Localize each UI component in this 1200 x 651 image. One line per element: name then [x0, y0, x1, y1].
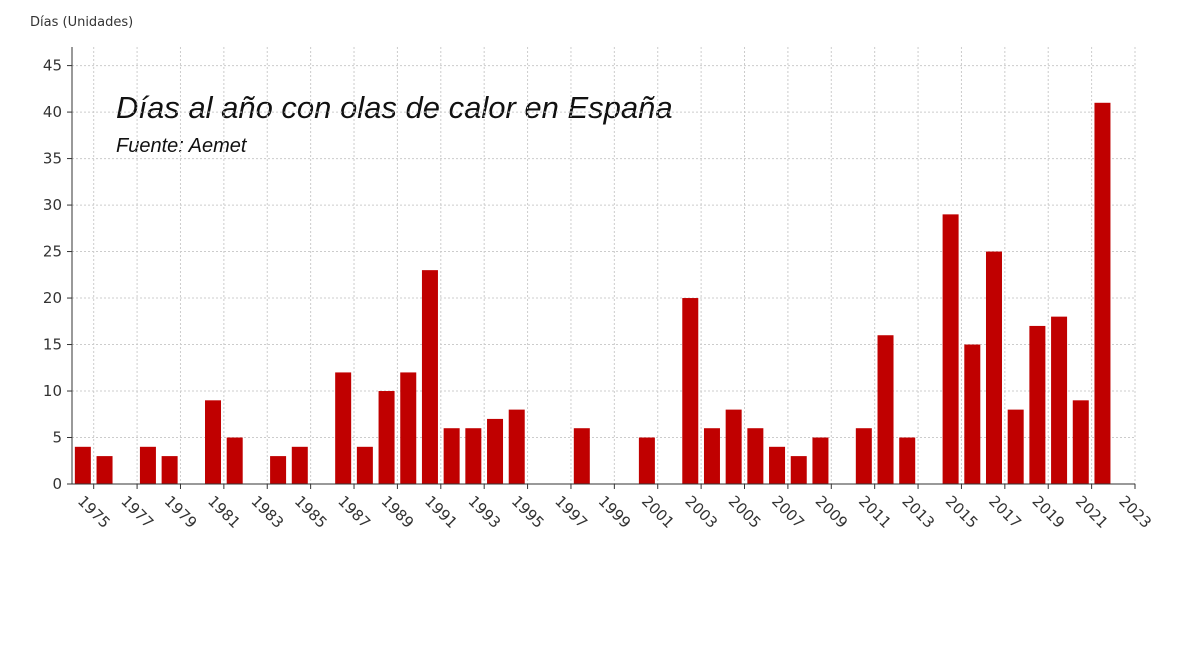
x-tick-label: 2003 — [681, 492, 721, 532]
x-tick-label: 1977 — [117, 492, 157, 532]
x-tick-label: 2007 — [768, 492, 808, 532]
y-tick-label: 45 — [43, 57, 62, 75]
bar — [1007, 409, 1024, 484]
y-tick-label: 20 — [43, 289, 62, 307]
x-tick-label: 2005 — [725, 492, 765, 532]
bar — [226, 437, 243, 484]
bar — [508, 409, 525, 484]
y-tick-label: 10 — [43, 382, 62, 400]
x-tick-label: 2021 — [1072, 492, 1112, 532]
bar — [96, 456, 113, 484]
y-tick-label: 15 — [43, 336, 62, 354]
x-tick-label: 1989 — [378, 492, 418, 532]
bar — [421, 270, 438, 484]
bar — [638, 437, 655, 484]
x-tick-label: 1993 — [465, 492, 505, 532]
bar — [356, 446, 373, 484]
x-tick-label: 2009 — [812, 492, 852, 532]
y-tick-label: 30 — [43, 196, 62, 214]
bar — [270, 456, 287, 484]
bar — [465, 428, 482, 484]
bar — [1029, 325, 1046, 484]
bar — [139, 446, 156, 484]
y-tick-label: 0 — [52, 475, 62, 493]
y-tick-label: 25 — [43, 243, 62, 261]
bar — [769, 446, 786, 484]
x-tick-label: 1999 — [595, 492, 635, 532]
x-tick-label: 1979 — [161, 492, 201, 532]
bar — [74, 446, 91, 484]
bar — [1094, 102, 1111, 484]
y-tick-label: 40 — [43, 103, 62, 121]
bar — [964, 344, 981, 484]
bar — [855, 428, 872, 484]
x-tick-label: 2011 — [855, 492, 895, 532]
x-tick-label: 1975 — [74, 492, 114, 532]
bar — [942, 214, 959, 485]
x-tick-label: 1985 — [291, 492, 331, 532]
x-tick-label: 2013 — [898, 492, 938, 532]
chart-subtitle: Fuente: Aemet — [116, 135, 248, 157]
bar — [747, 428, 764, 484]
x-tick-label: 1995 — [508, 492, 548, 532]
bar — [1051, 316, 1068, 484]
bar — [812, 437, 829, 484]
bar — [985, 251, 1002, 484]
bar — [790, 456, 807, 484]
x-tick-label: 1981 — [204, 492, 244, 532]
bar — [703, 428, 720, 484]
bar — [335, 372, 352, 484]
bar — [1072, 400, 1089, 484]
chart-title: Días al año con olas de calor en España — [116, 90, 673, 125]
x-tick-label: 1997 — [551, 492, 591, 532]
x-tick-label: 2019 — [1029, 492, 1069, 532]
y-tick-label: 35 — [43, 150, 62, 168]
x-tick-label: 2001 — [638, 492, 678, 532]
bar — [291, 446, 308, 484]
y-tick-label: 5 — [52, 429, 62, 447]
bar — [899, 437, 916, 484]
bar — [400, 372, 417, 484]
bar — [487, 418, 504, 484]
bar — [877, 335, 894, 484]
x-tick-label: 2017 — [985, 492, 1025, 532]
bar — [682, 298, 699, 484]
bar — [205, 400, 222, 484]
bar — [725, 409, 742, 484]
bar — [573, 428, 590, 484]
x-tick-label: 2015 — [942, 492, 982, 532]
bar — [161, 456, 178, 484]
x-tick-label: 1991 — [421, 492, 461, 532]
x-tick-label: 2023 — [1115, 492, 1155, 532]
x-tick-label: 1987 — [334, 492, 374, 532]
x-tick-label: 1983 — [248, 492, 288, 532]
y-axis-label: Días (Unidades) — [30, 15, 133, 30]
bar — [443, 428, 460, 484]
bar — [378, 391, 395, 484]
